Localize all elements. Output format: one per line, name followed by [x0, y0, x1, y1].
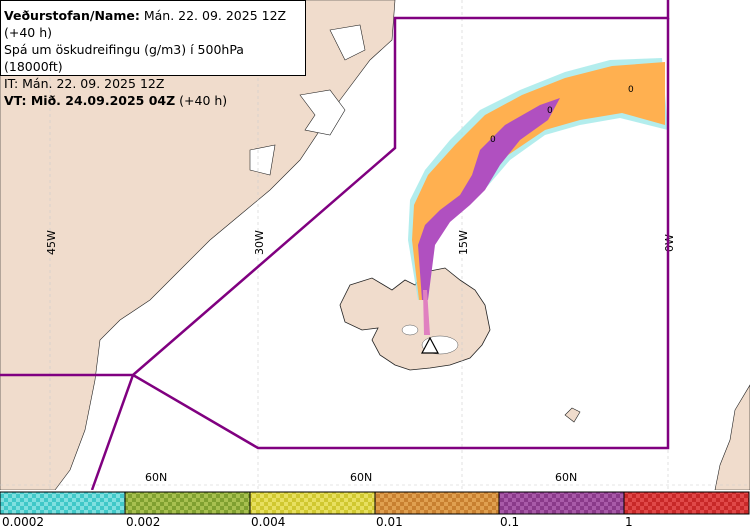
- lon-label-0w: 0W: [663, 234, 676, 252]
- legend-tick: 0.004: [251, 515, 286, 529]
- ash-fringe: [408, 58, 668, 300]
- plume-mark: 0: [490, 135, 496, 145]
- legend-tick: 0.0002: [2, 515, 44, 529]
- legend-bin-1: [124, 491, 251, 515]
- lat-label-60n: 60N: [555, 471, 577, 484]
- color-legend: [0, 491, 750, 515]
- lon-label-30w: 30W: [253, 230, 266, 255]
- legend-tick: 0.01: [376, 515, 403, 529]
- ash-high: [423, 290, 430, 335]
- lat-label-60n: 60N: [145, 471, 167, 484]
- legend-bin-4: [498, 491, 625, 515]
- info-line-name: Veðurstofan/Name: Mán. 22. 09. 2025 12Z …: [4, 7, 305, 41]
- legend-tick: 0.1: [500, 515, 520, 529]
- legend-bin-0: [0, 491, 126, 515]
- glacier: [401, 324, 419, 336]
- greenland-fjord: [299, 89, 346, 136]
- plume-mark: 0: [628, 85, 634, 95]
- greenland-fjord: [329, 24, 366, 61]
- lat-label-60n: 60N: [350, 471, 372, 484]
- legend-bin-3: [374, 491, 500, 515]
- fir-boundary: [0, 0, 670, 490]
- legend-tick: 0.002: [126, 515, 161, 529]
- norway-coast: [714, 384, 750, 490]
- info-line-it: IT: Mán. 22. 09. 2025 12Z: [4, 76, 165, 91]
- vt-label: VT: Mið. 24.09.2025 04Z: [4, 93, 176, 108]
- vt-value: (+40 h): [175, 93, 228, 108]
- info-line-forecast: Spá um öskudreifingu (g/m3) í 500hPa (18…: [4, 42, 244, 74]
- ash-mid: [418, 98, 560, 300]
- name-label: Veðurstofan/Name:: [4, 8, 140, 23]
- lon-label-45w: 45W: [45, 230, 58, 255]
- info-line-vt: VT: Mið. 24.09.2025 04Z (+40 h): [4, 92, 305, 109]
- island: [564, 407, 581, 423]
- lon-label-15w: 15W: [457, 230, 470, 255]
- name-value: Mán. 22. 09. 2025 12Z (+40 h): [4, 8, 287, 40]
- greenland-fjord: [249, 144, 276, 176]
- map-canvas: 45W 30W 15W 0W 60N 60N 60N 0 0 0: [0, 0, 750, 490]
- ash-plume: 0 0 0: [408, 58, 668, 335]
- greenland-land: [0, 0, 396, 490]
- info-box: Veðurstofan/Name: Mán. 22. 09. 2025 12Z …: [0, 0, 306, 108]
- volcano-triangle-icon: [421, 336, 439, 354]
- legend-bin-5: [623, 491, 750, 515]
- plume-mark: 0: [547, 106, 553, 116]
- legend-bin-2: [249, 491, 376, 515]
- legend-tick: 1: [625, 515, 633, 529]
